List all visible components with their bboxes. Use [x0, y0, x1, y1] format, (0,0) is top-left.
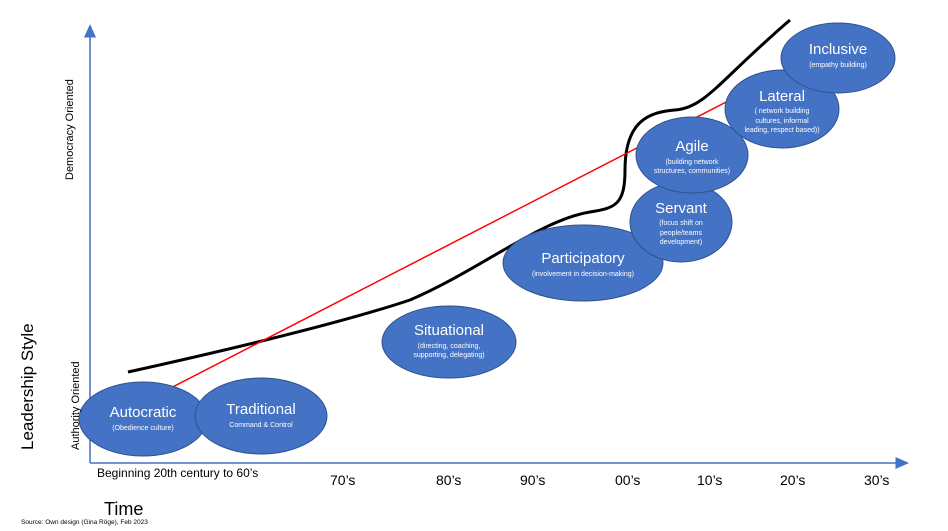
situational-ellipse: [381, 305, 517, 379]
style-title: Servant: [655, 199, 707, 217]
x-tick-label: 20’s: [780, 472, 806, 488]
style-title: Lateral: [759, 87, 805, 105]
style-servant: Servant (focus shift on people/teams dev…: [644, 196, 718, 252]
style-title: Inclusive: [808, 41, 868, 59]
y-axis-top-label: Democracy Oriented: [64, 79, 76, 180]
style-desc: (building network structures, communitie…: [653, 158, 731, 176]
ellipse-layer: [78, 22, 896, 457]
inclusive-ellipse: [780, 22, 896, 94]
style-autocratic: Autocratic (Obedience culture): [89, 396, 197, 442]
style-participatory: Participatory (involvement in decision-m…: [527, 243, 639, 287]
style-desc: (focus shift on people/teams development…: [659, 220, 703, 246]
y-axis-title: Leadership Style: [18, 323, 37, 450]
style-lateral: Lateral ( network building cultures, inf…: [744, 83, 820, 141]
style-title: Traditional: [226, 401, 296, 419]
lateral-ellipse: [724, 69, 840, 149]
style-desc: Command & Control: [229, 421, 293, 429]
x-tick-label: 30’s: [864, 472, 890, 488]
y-axis-bottom-label: Authority Oriented: [70, 361, 82, 450]
source-note: Source: Own design (Gina Röge), Feb 2023: [21, 519, 148, 526]
style-title: Situational: [413, 322, 485, 340]
style-title: Autocratic: [109, 404, 177, 422]
style-situational: Situational (directing, coaching, suppor…: [401, 318, 497, 366]
style-desc: ( network building cultures, informal le…: [744, 108, 820, 134]
x-tick-label: 10’s: [697, 472, 723, 488]
traditional-ellipse: [194, 377, 328, 455]
participatory-ellipse: [502, 224, 664, 302]
style-agile: Agile (building network structures, comm…: [652, 133, 732, 183]
x-tick-label: 80’s: [436, 472, 462, 488]
style-desc: (directing, coaching, supporting, delega…: [413, 342, 485, 360]
style-inclusive: Inclusive (empathy building): [801, 34, 875, 78]
style-title: Agile: [675, 138, 709, 156]
x-tick-label: Beginning 20th century to 60’s: [97, 466, 259, 480]
style-desc: (involvement in decision-making): [532, 270, 634, 278]
style-title: Participatory: [541, 250, 625, 268]
trend-line: [125, 46, 834, 412]
x-tick-label: 90’s: [520, 472, 546, 488]
x-tick-label: 70’s: [330, 472, 356, 488]
agile-ellipse: [635, 116, 749, 194]
x-axis-title: Time: [104, 499, 144, 519]
x-tick-label: 00’s: [615, 472, 641, 488]
style-desc: (empathy building): [809, 61, 867, 69]
evolution-curve: [127, 18, 791, 374]
style-desc: (Obedience culture): [112, 424, 174, 432]
style-traditional: Traditional Command & Control: [205, 394, 317, 438]
